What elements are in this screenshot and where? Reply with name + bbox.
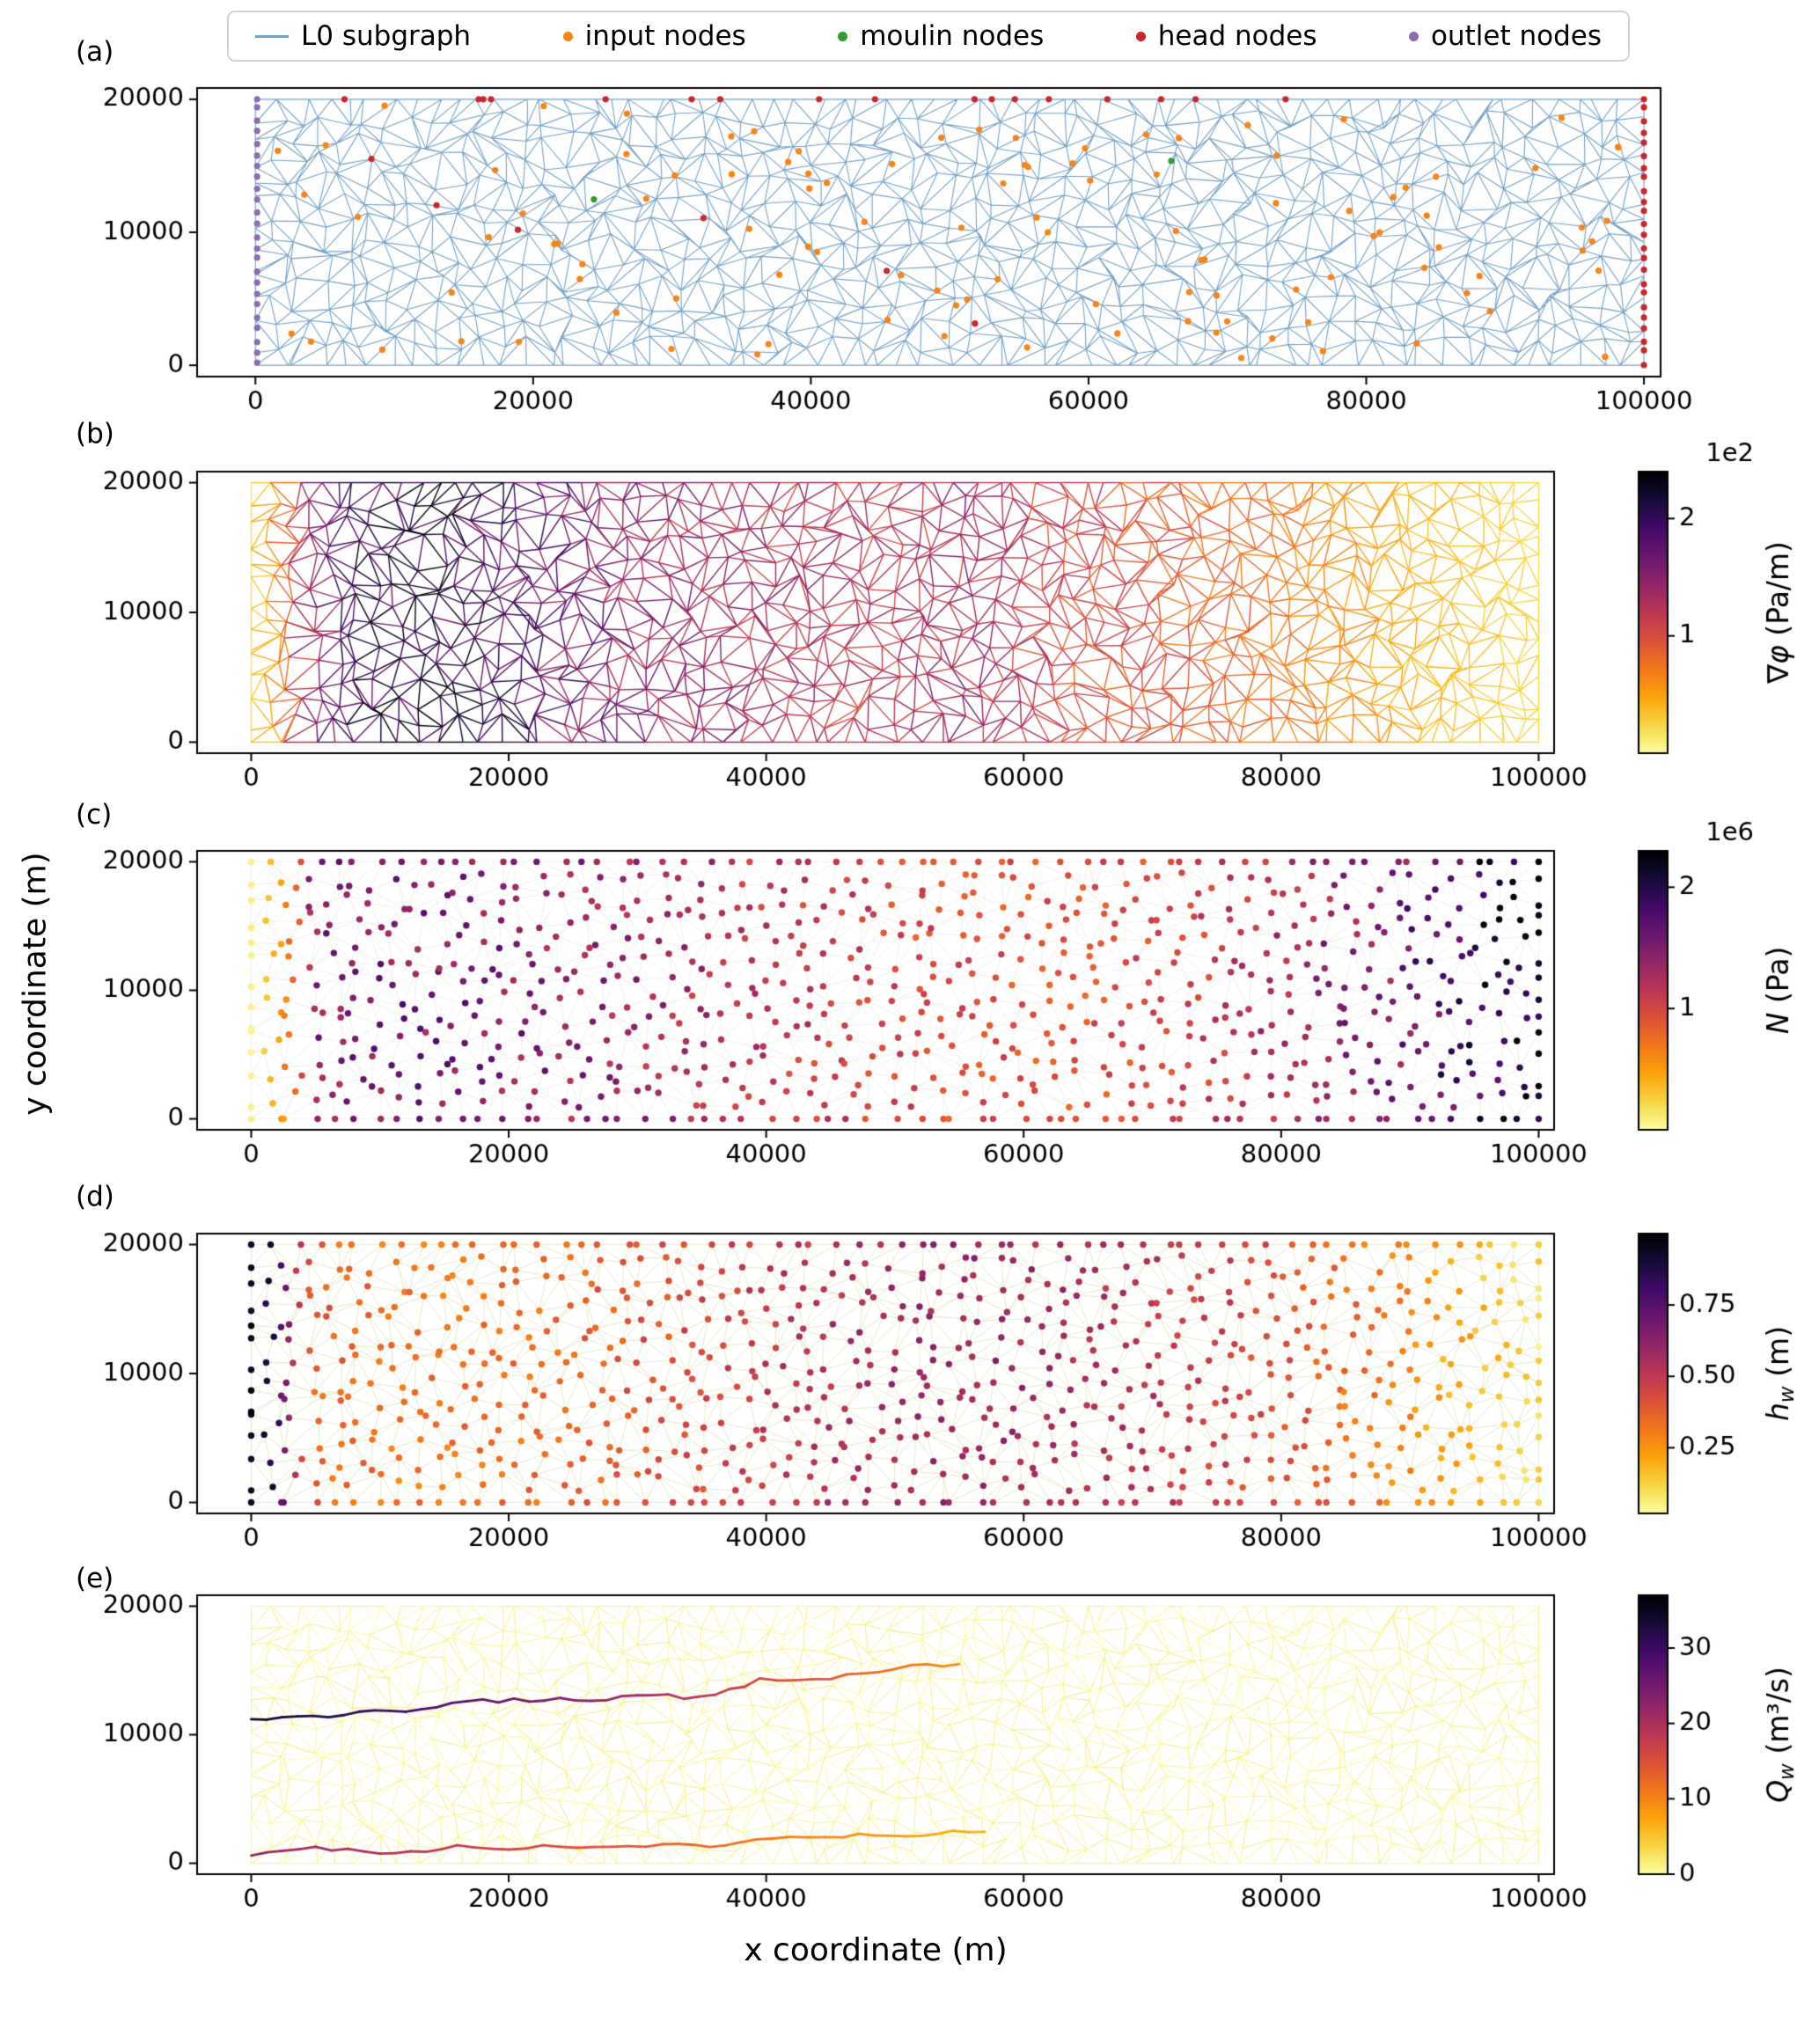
y-axis-label: y coordinate (m) — [17, 852, 54, 1116]
legend-label: input nodes — [584, 20, 746, 52]
legend-label: moulin nodes — [860, 20, 1045, 52]
panel-label-a: (a) — [76, 36, 114, 68]
dot-swatch-icon — [1409, 31, 1419, 41]
legend-label: outlet nodes — [1431, 20, 1602, 52]
legend-label: head nodes — [1157, 20, 1317, 52]
panel-label-c: (c) — [76, 799, 113, 831]
legend-item-head-nodes: head nodes — [1135, 20, 1317, 52]
panel-label-b: (b) — [76, 418, 114, 450]
dot-swatch-icon — [1135, 31, 1146, 41]
legend-item-moulin-nodes: moulin nodes — [838, 20, 1044, 52]
dot-swatch-icon — [562, 31, 573, 41]
panel-label-e: (e) — [76, 1563, 114, 1594]
x-axis-label: x coordinate (m) — [744, 1932, 1008, 1968]
panel-label-d: (d) — [76, 1181, 114, 1212]
line-swatch-icon — [255, 34, 289, 38]
legend-item-l0-subgraph: L0 subgraph — [255, 20, 471, 52]
legend: L0 subgraph input nodes moulin nodes hea… — [227, 11, 1630, 62]
legend-item-outlet-nodes: outlet nodes — [1409, 20, 1602, 52]
legend-label: L0 subgraph — [301, 20, 472, 52]
dot-swatch-icon — [838, 31, 848, 41]
legend-item-input-nodes: input nodes — [562, 20, 746, 52]
